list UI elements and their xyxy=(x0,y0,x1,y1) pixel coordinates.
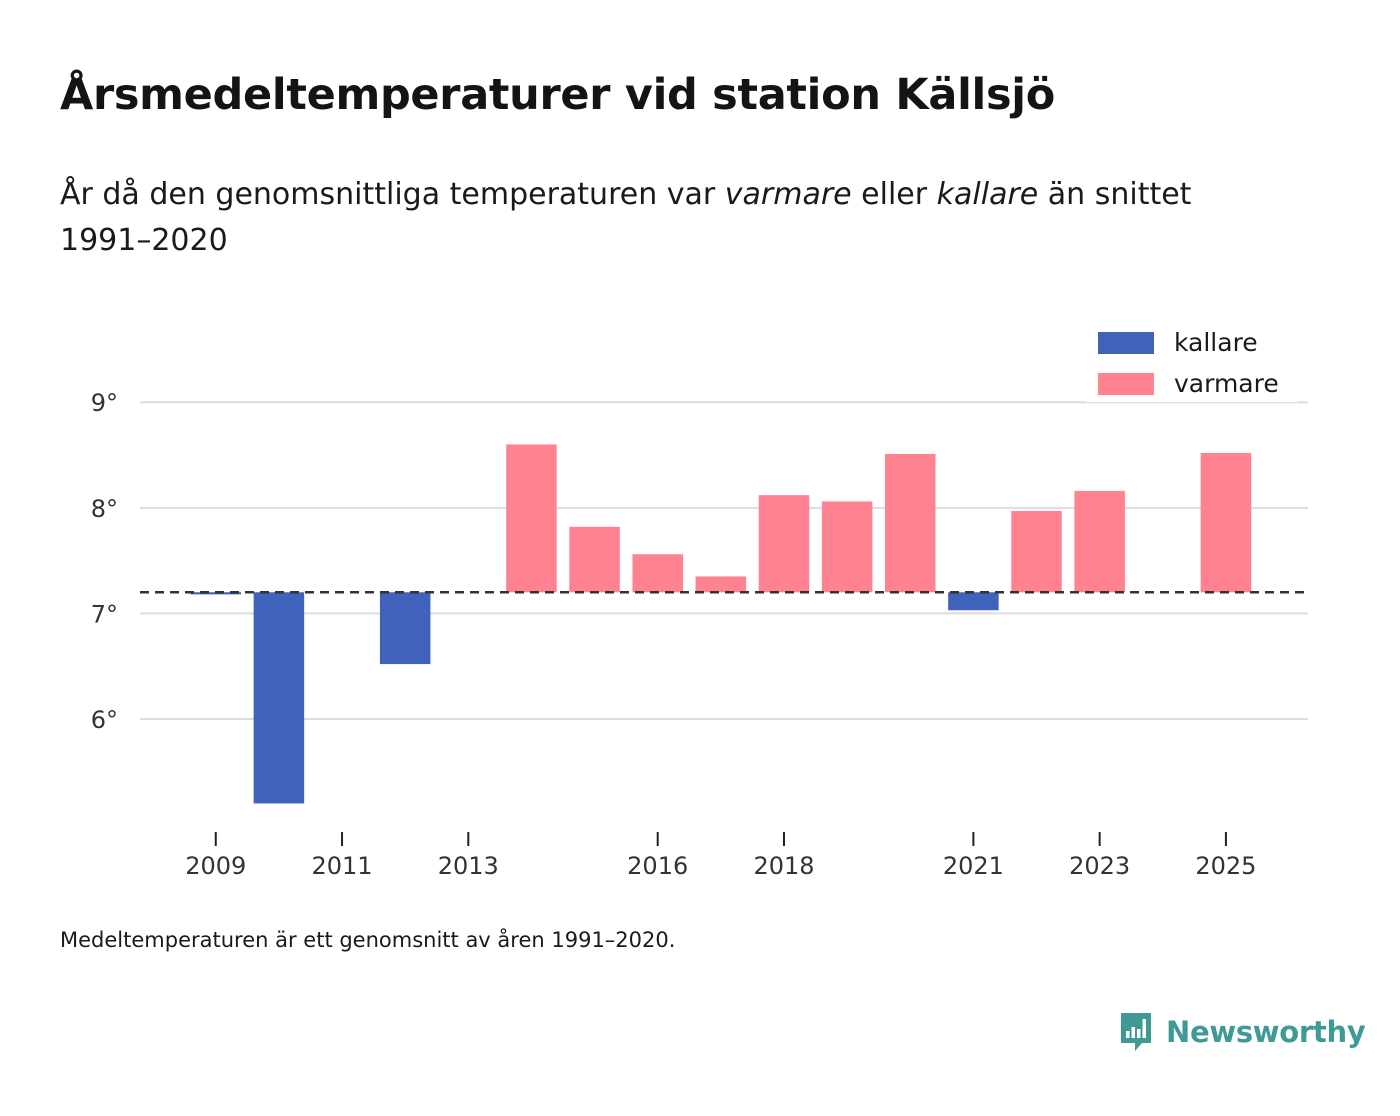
y-tick-label: 8° xyxy=(91,495,118,523)
bar-varmare-2017 xyxy=(695,576,747,593)
x-tick-label: 2025 xyxy=(1195,852,1256,880)
bar-varmare-2023 xyxy=(1074,490,1125,593)
x-tick-label: 2013 xyxy=(438,852,499,880)
temperature-bar-chart: 2009 2011 2013 2016 2018 2021 2023 2025 6° 7° 8° 9… xyxy=(91,320,1308,880)
bar-kallare-2021 xyxy=(948,592,999,611)
subtitle-text-3: än snittet 1991–2020 xyxy=(60,177,1192,258)
y-axis: 6° 7° 8° 9° xyxy=(91,389,118,734)
brand-name: Newsworthy xyxy=(1166,1015,1366,1049)
subtitle-emphasis-warmer: varmare xyxy=(724,177,852,212)
bar-varmare-2018 xyxy=(758,495,810,593)
gridlines xyxy=(140,401,1308,720)
legend-swatch-kallare xyxy=(1098,332,1154,354)
footnote: Medeltemperaturen är ett genomsnitt av å… xyxy=(60,928,676,952)
chart-subtitle: År då den genomsnittliga temperaturen va… xyxy=(60,172,1280,264)
bar-varmare-2016 xyxy=(632,554,683,593)
legend: kallare varmare xyxy=(1086,320,1298,402)
bar-varmare-2014 xyxy=(506,444,557,593)
bar-varmare-2022 xyxy=(1011,510,1062,593)
chart-title: Årsmedeltemperaturer vid station Källsjö xyxy=(60,70,1055,120)
x-tick-label: 2021 xyxy=(943,852,1004,880)
bar-kallare-2010 xyxy=(253,592,305,804)
y-tick-label: 6° xyxy=(91,706,118,734)
subtitle-text-2: eller xyxy=(851,177,937,212)
brand-logo[interactable]: Newsworthy xyxy=(1118,1010,1366,1054)
legend-swatch-varmare xyxy=(1098,373,1154,395)
x-axis: 2009 2011 2013 2016 2018 2021 2023 2025 xyxy=(185,832,1256,880)
x-tick-label: 2009 xyxy=(185,852,246,880)
legend-label-kallare: kallare xyxy=(1174,328,1258,357)
x-tick-label: 2023 xyxy=(1069,852,1130,880)
bar-varmare-2025 xyxy=(1200,452,1252,593)
legend-label-varmare: varmare xyxy=(1174,369,1279,398)
subtitle-text-1: År då den genomsnittliga temperaturen va… xyxy=(60,177,725,212)
y-tick-label: 9° xyxy=(91,389,118,417)
x-tick-label: 2016 xyxy=(627,852,688,880)
subtitle-emphasis-colder: kallare xyxy=(936,177,1039,212)
x-tick-label: 2011 xyxy=(311,852,372,880)
newsworthy-logo-icon xyxy=(1121,1013,1151,1051)
y-tick-label: 7° xyxy=(91,600,118,628)
x-tick-label: 2018 xyxy=(753,852,814,880)
bar-varmare-2015 xyxy=(569,526,620,593)
bar-varmare-2020 xyxy=(884,453,936,593)
bar-kallare-2012 xyxy=(379,592,431,665)
bars xyxy=(190,444,1252,804)
bar-varmare-2019 xyxy=(821,501,873,593)
